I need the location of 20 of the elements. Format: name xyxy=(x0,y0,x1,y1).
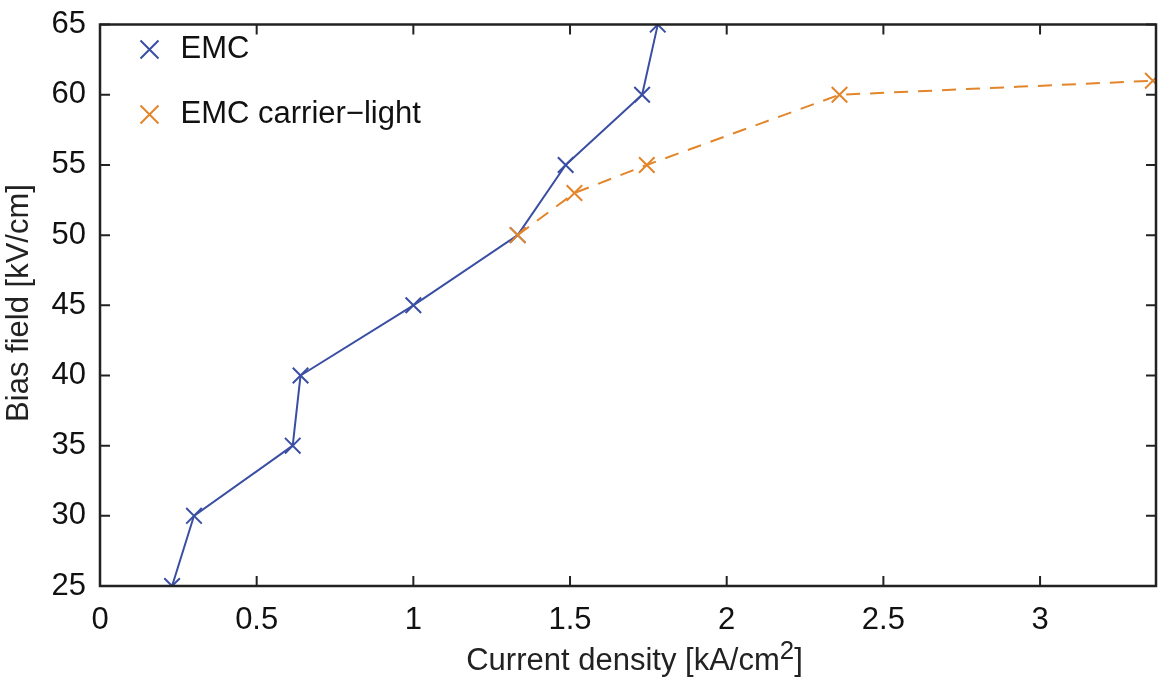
x-tick-label: 1.5 xyxy=(548,601,592,637)
y-tick-label: 30 xyxy=(51,496,86,532)
x-tick-label: 3 xyxy=(1031,601,1049,637)
x-axis-title: Current density [kA/cm$^{2}$] xyxy=(465,636,804,679)
y-tick-label: 25 xyxy=(51,566,86,602)
legend-label: EMC xyxy=(180,30,250,66)
x-tick-label: 2.5 xyxy=(861,601,905,637)
y-tick-label: 50 xyxy=(51,215,86,251)
x-tick-label: 0.5 xyxy=(235,601,279,637)
y-tick-label: 35 xyxy=(51,426,86,462)
y-axis-title: Bias field [kV/cm] xyxy=(0,184,36,422)
x-tick-label: 2 xyxy=(718,601,736,637)
y-tick-label: 55 xyxy=(51,145,86,181)
y-tick-label: 45 xyxy=(51,285,86,321)
x-tick-label: 1 xyxy=(404,601,422,637)
y-tick-label: 60 xyxy=(51,75,86,111)
y-tick-label: 40 xyxy=(51,356,86,392)
x-tick-label: 0 xyxy=(91,601,109,637)
y-tick-label: 65 xyxy=(51,5,86,41)
legend-label: EMC carrier−light xyxy=(180,95,422,131)
